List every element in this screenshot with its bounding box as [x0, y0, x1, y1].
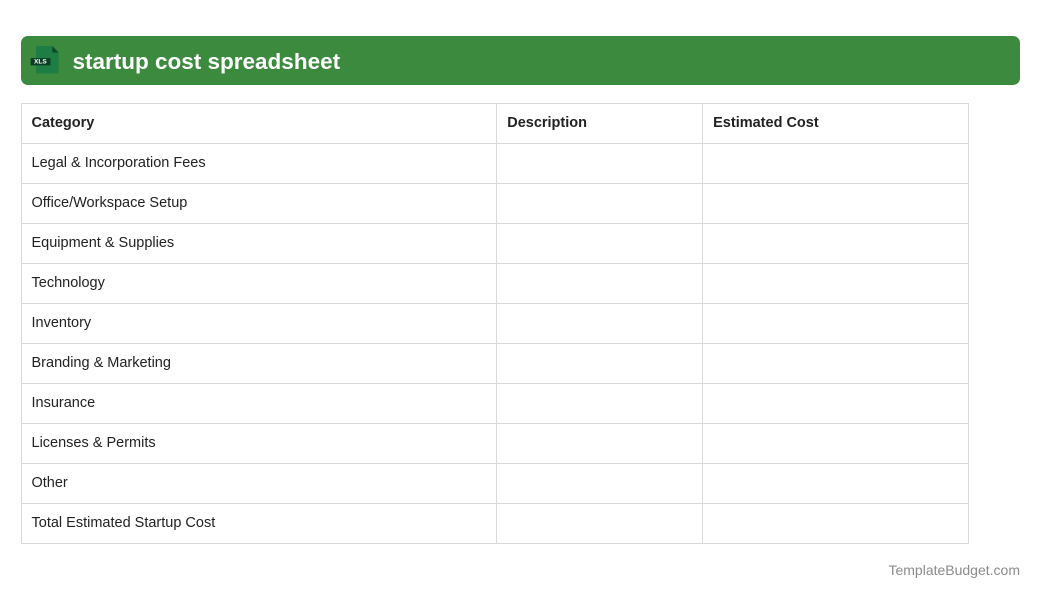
svg-text:XLS: XLS: [34, 59, 48, 66]
